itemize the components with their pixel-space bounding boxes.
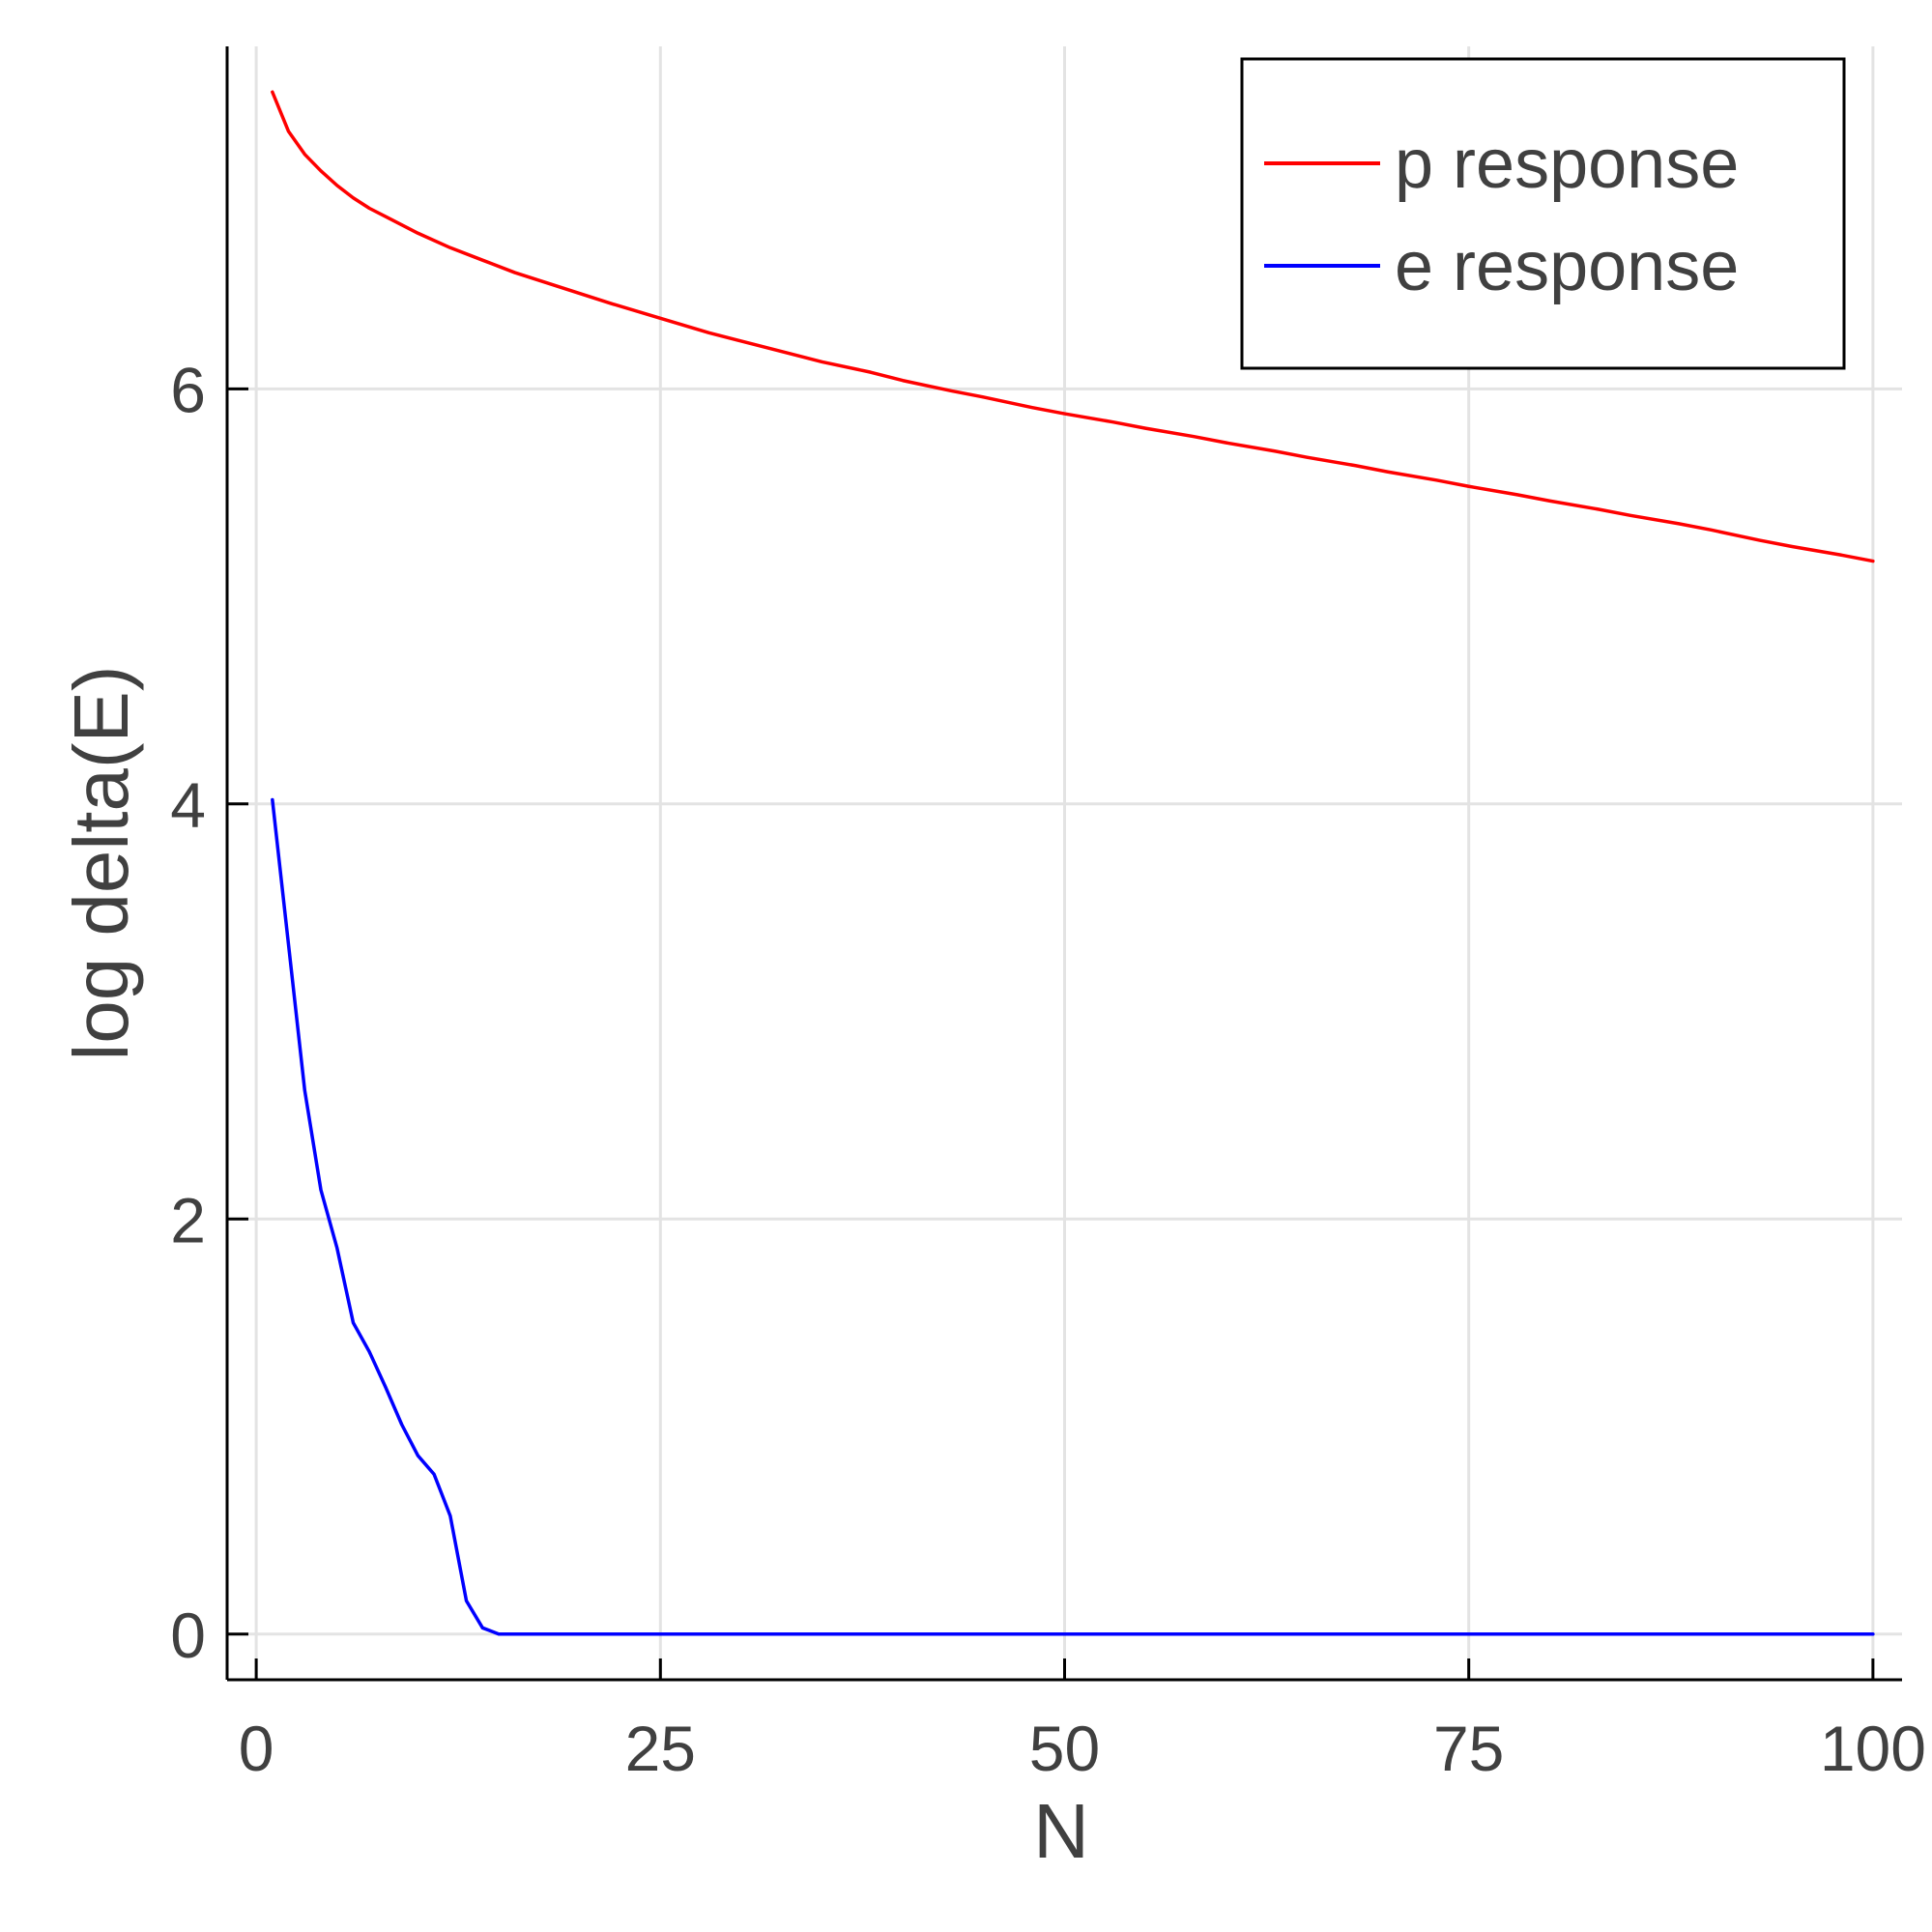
- x-tick-label: 0: [239, 1713, 274, 1784]
- legend-label-e-response: e response: [1395, 228, 1739, 305]
- x-tick-label: 50: [1029, 1713, 1100, 1784]
- y-tick-label: 0: [170, 1600, 206, 1671]
- ticks-layer: 0 25 50 75 100 0 2 4 6: [170, 354, 1926, 1784]
- series-layer: [271, 90, 1875, 1636]
- y-axis-label: log delta(E): [58, 665, 144, 1060]
- legend-box: [1240, 57, 1846, 370]
- y-tick-label: 4: [170, 769, 206, 841]
- y-tick-label: 2: [170, 1184, 206, 1255]
- series-line-p-response: [271, 90, 1875, 563]
- x-tick-label: 75: [1433, 1713, 1504, 1784]
- legend-label-p-response: p response: [1395, 126, 1739, 203]
- y-tick-label: 6: [170, 354, 206, 425]
- x-tick-label: 100: [1820, 1713, 1926, 1784]
- x-axis-label: N: [1033, 1788, 1089, 1874]
- x-tick-label: 25: [625, 1713, 696, 1784]
- legend: p response e response: [1240, 57, 1846, 370]
- series-line-e-response: [271, 797, 1875, 1636]
